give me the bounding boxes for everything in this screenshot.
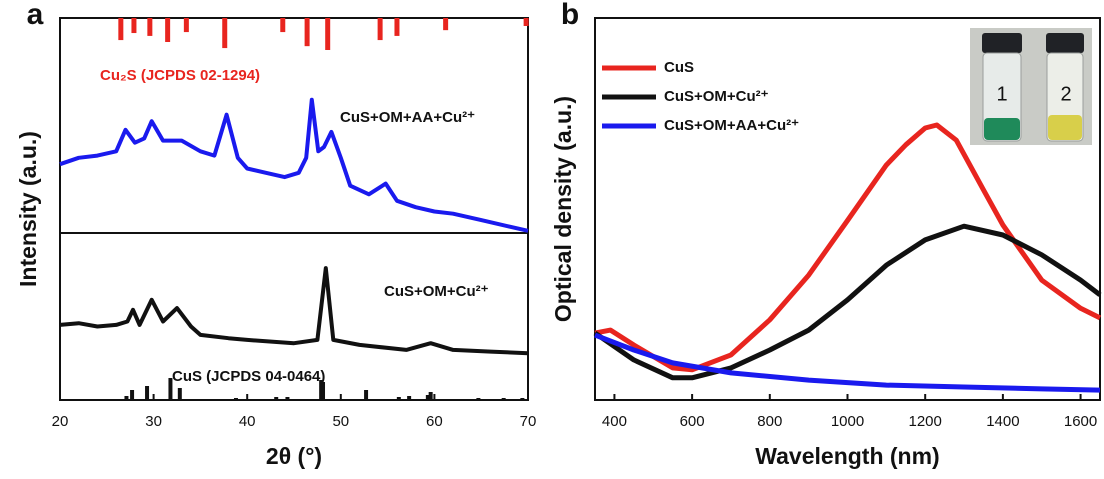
panel-label: a [27, 0, 44, 31]
x-axis-label: Wavelength (nm) [755, 443, 939, 469]
spectrum-line [594, 122, 1102, 373]
x-tick-label: 600 [680, 413, 705, 430]
x-tick-label: 1200 [909, 413, 942, 430]
vial-cap [982, 33, 1022, 53]
plot-frame [59, 17, 529, 401]
x-tick-label: 40 [239, 413, 256, 430]
xrd-line [59, 97, 529, 233]
y-axis-label: Optical density (a.u.) [550, 96, 576, 322]
series-label: CuS+OM+Cu²⁺ [384, 283, 489, 300]
vial-liquid [1048, 115, 1082, 140]
legend-label: CuS+OM+Cu²⁺ [664, 88, 769, 105]
panel-label: b [561, 0, 579, 31]
x-tick-label: 70 [520, 413, 537, 430]
x-tick-label: 50 [332, 413, 349, 430]
reference-label: Cu₂S (JCPDS 02-1294) [100, 67, 260, 84]
inset-label: 2 [1060, 83, 1071, 105]
x-tick-label: 400 [602, 413, 627, 430]
y-axis-label: Intensity (a.u.) [15, 131, 41, 287]
x-tick-label: 800 [757, 413, 782, 430]
legend-label: CuS [664, 59, 694, 76]
inset-label: 1 [996, 83, 1007, 105]
x-tick-label: 1000 [831, 413, 864, 430]
x-axis-label: 2θ (°) [266, 443, 322, 469]
x-tick-label: 20 [52, 413, 69, 430]
x-tick-label: 1400 [986, 413, 1019, 430]
legend-label: CuS+OM+AA+Cu²⁺ [664, 117, 799, 134]
inset-photo: 1 2 [970, 28, 1092, 145]
reference-label: CuS (JCPDS 04-0464) [172, 368, 325, 385]
vial-liquid [984, 118, 1020, 140]
series-label: CuS+OM+AA+Cu²⁺ [340, 109, 475, 126]
xrd-line [59, 266, 529, 356]
x-tick-label: 1600 [1064, 413, 1097, 430]
x-tick-label: 60 [426, 413, 443, 430]
spectrum-line [594, 332, 1101, 393]
spectrum-line [593, 223, 1102, 381]
x-tick-label: 30 [145, 413, 162, 430]
vial-cap [1046, 33, 1084, 53]
